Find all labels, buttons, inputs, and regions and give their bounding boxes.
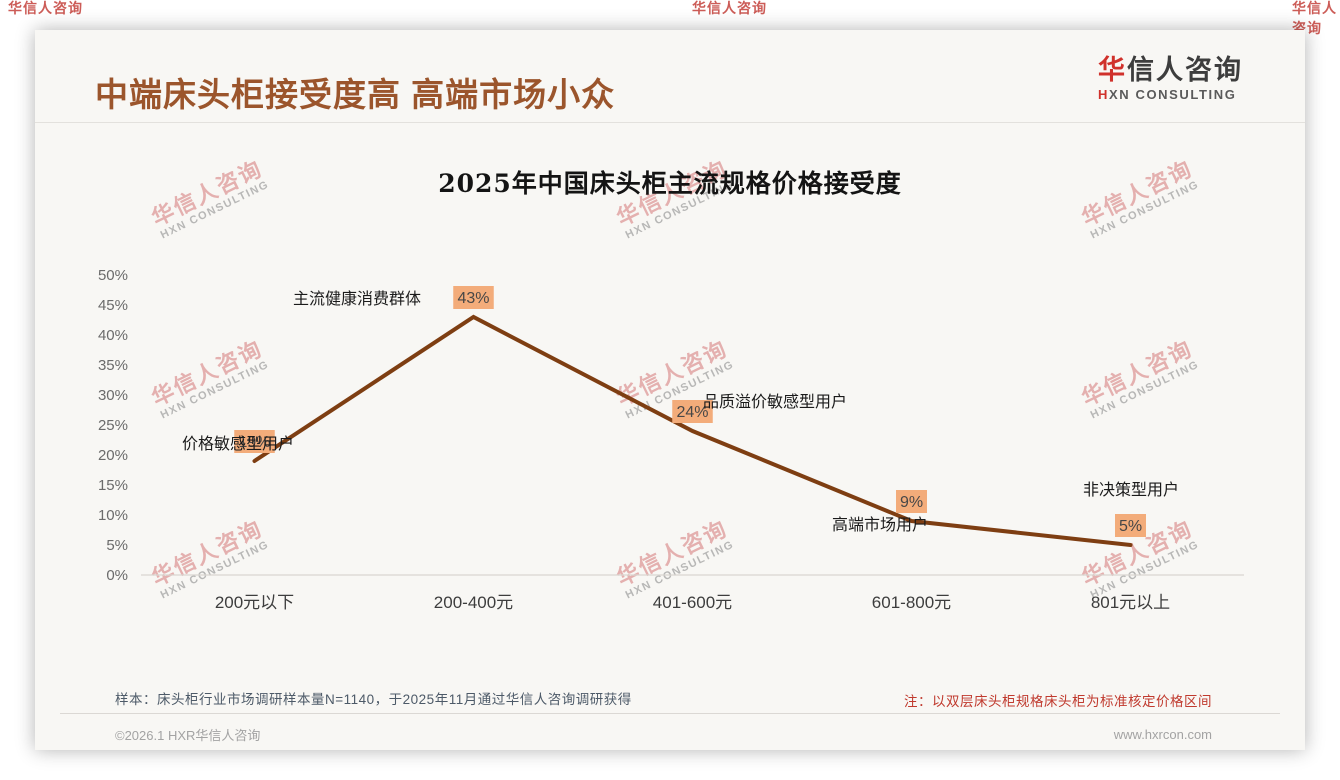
footer-divider <box>60 713 1280 714</box>
y-tick-label: 15% <box>98 477 128 494</box>
page-title: 中端床头柜接受度高 高端市场小众 <box>95 76 616 113</box>
chart-title: 2025年中国床头柜主流规格价格接受度 <box>438 169 902 198</box>
annotation: 高端市场用户 <box>832 516 928 534</box>
data-label-box <box>896 490 927 513</box>
y-tick-label: 35% <box>98 357 128 374</box>
data-label: 24% <box>676 404 708 421</box>
annotation: 品质溢价敏感型用户 <box>703 393 847 411</box>
y-tick-label: 45% <box>98 297 128 314</box>
price-acceptance-line-chart: 0% 5% 10% 15% 20% 25% 30% 35% 40% 45% 50% 200元以下 200… <box>98 267 1244 612</box>
logo-en-text: HXN CONSULTING <box>1098 86 1243 102</box>
data-label-box <box>453 286 494 309</box>
sample-note: 样本：床头柜行业市场调研样本量N=1140，于2025年11月通过华信人咨询调研… <box>115 692 632 707</box>
header-divider <box>35 122 1305 123</box>
y-tick-label: 50% <box>98 267 128 284</box>
method-note: 注：以双层床头柜规格床头柜为标准核定价格区间 <box>904 694 1212 709</box>
data-label: 43% <box>457 290 489 307</box>
data-label-box <box>672 400 713 423</box>
logo-cn-rest: 信人咨询 <box>1127 55 1243 85</box>
logo-cn-first-char: 华 <box>1098 55 1127 85</box>
data-label-box <box>1115 514 1146 537</box>
data-label: 5% <box>1119 518 1142 535</box>
y-tick-label: 20% <box>98 447 128 464</box>
data-label: 19% <box>238 434 270 451</box>
watermark-fragment: 华信人咨询 <box>8 0 83 16</box>
y-tick-label: 30% <box>98 387 128 404</box>
annotation: 非决策型用户 <box>1083 481 1179 499</box>
company-logo: 华信人咨询 HXN CONSULTING <box>1098 55 1243 102</box>
data-label-box <box>234 430 275 453</box>
y-tick-label: 5% <box>106 537 128 554</box>
logo-cn-text: 华信人咨询 <box>1098 55 1243 86</box>
logo-en-first-char: H <box>1098 86 1109 102</box>
watermark-fragment: 华信人咨询 <box>1292 0 1337 36</box>
trend-line <box>252 314 1133 547</box>
x-tick-label: 200-400元 <box>434 593 513 612</box>
watermark-fragment: 华信人咨询 <box>692 0 767 16</box>
x-tick-label: 200元以下 <box>215 593 294 612</box>
y-tick-label: 25% <box>98 417 128 434</box>
report-card: 华信人咨询 HXN CONSULTING 华信人咨询 HXN CONSULTING 华信… <box>35 30 1305 750</box>
y-tick-label: 0% <box>106 567 128 584</box>
y-tick-label: 40% <box>98 327 128 344</box>
logo-en-rest: XN CONSULTING <box>1109 86 1237 102</box>
x-tick-label: 601-800元 <box>872 593 951 612</box>
annotation: 主流健康消费群体 <box>293 290 421 308</box>
x-tick-label: 801元以上 <box>1091 593 1170 612</box>
copyright-text: ©2026.1 HXR华信人咨询 <box>115 728 261 743</box>
data-label: 9% <box>900 494 923 511</box>
website-url: www.hxrcon.com <box>1113 727 1212 742</box>
y-tick-label: 10% <box>98 507 128 524</box>
annotation: 价格敏感型用户 <box>182 435 294 453</box>
x-tick-label: 401-600元 <box>653 593 732 612</box>
